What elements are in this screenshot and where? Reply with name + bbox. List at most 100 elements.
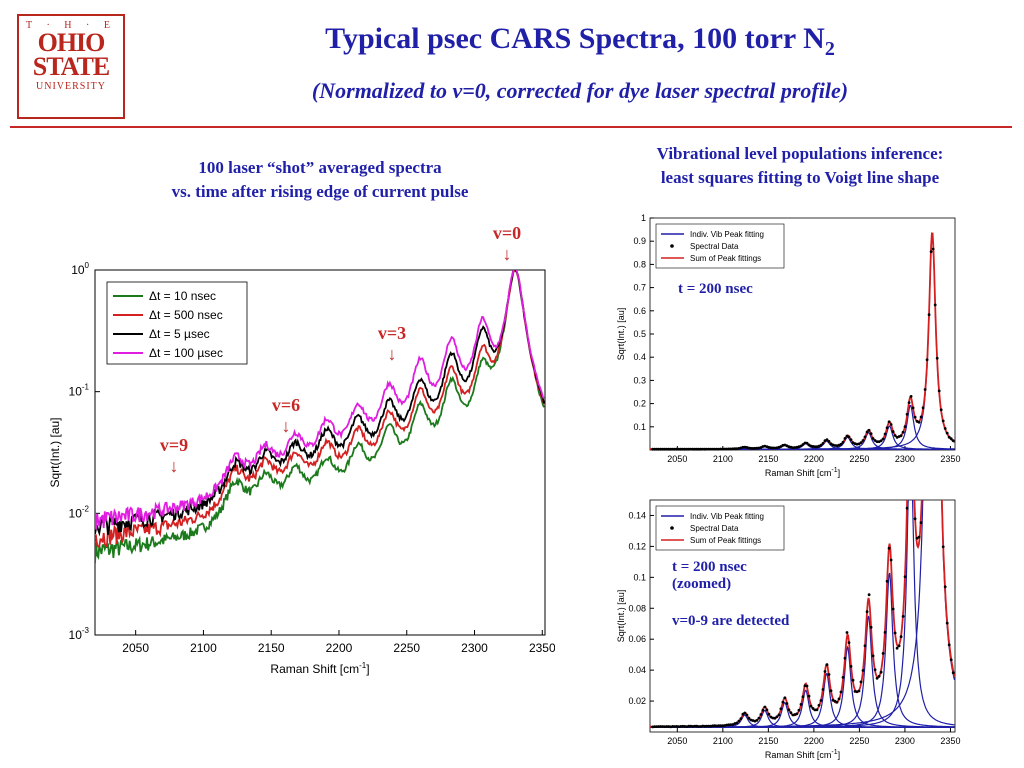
left-caption-line1: 100 laser “shot” averaged spectra (198, 158, 442, 177)
x-axis-label: Raman Shift [cm-1] (765, 749, 840, 760)
annotation-v6-label: v=6 (271, 395, 301, 415)
data-point (917, 535, 921, 539)
data-point (919, 415, 923, 419)
data-point (863, 435, 867, 439)
data-point (733, 447, 737, 451)
data-point (711, 724, 715, 728)
data-point (691, 447, 695, 451)
legend-label-3: Δt = 100 µsec (149, 346, 223, 360)
data-point (883, 432, 887, 436)
data-point (701, 447, 705, 451)
data-point (889, 423, 893, 426)
x-tick-label: 2350 (940, 736, 960, 746)
data-point (943, 585, 947, 589)
note-t200-zoomed-line2: (zoomed) (672, 576, 732, 592)
logo-the: T · H · E (26, 20, 116, 31)
data-point (899, 434, 903, 438)
data-point (683, 447, 687, 451)
y-tick-label: 10-3 (69, 626, 90, 642)
data-point (709, 447, 713, 451)
data-point (947, 643, 951, 647)
data-point (801, 443, 805, 446)
y-tick-label: 10-1 (69, 383, 90, 399)
data-point (761, 708, 765, 712)
data-point (717, 447, 721, 451)
data-point (719, 447, 723, 451)
data-point (951, 671, 955, 675)
data-point (697, 725, 701, 728)
data-point (923, 388, 927, 391)
data-point (661, 447, 665, 451)
annotation-v3-label: v=3 (377, 323, 407, 343)
y-tick-label: 0.1 (633, 422, 646, 432)
data-point (929, 250, 933, 253)
data-point (829, 689, 833, 693)
legend-swatch-1 (670, 526, 674, 530)
x-tick-label: 2100 (713, 736, 733, 746)
data-point (875, 676, 879, 680)
slide-title-subscript: 2 (824, 38, 835, 60)
data-point (895, 646, 899, 650)
y-tick-label: 10-2 (69, 504, 90, 520)
data-point (845, 631, 849, 634)
data-point (717, 724, 721, 728)
data-point (673, 447, 677, 451)
series-line-0 (95, 270, 545, 564)
data-point (881, 437, 885, 441)
data-point (851, 678, 855, 682)
data-point (713, 447, 717, 451)
data-point (671, 725, 675, 728)
data-point (875, 440, 879, 443)
y-tick-label: 0.4 (633, 352, 646, 362)
data-point (671, 447, 675, 451)
data-point (661, 725, 665, 728)
data-point (765, 708, 769, 712)
data-point (675, 447, 679, 451)
data-point (885, 579, 889, 583)
data-point (871, 654, 875, 658)
data-point (877, 674, 881, 678)
data-point (681, 724, 685, 728)
data-point (911, 406, 915, 410)
data-point (867, 593, 871, 597)
data-point (811, 707, 815, 710)
data-point (739, 717, 743, 720)
data-point (657, 447, 661, 451)
data-point (931, 247, 935, 251)
note-t200-zoomed-line1: t = 200 nsec (672, 559, 747, 575)
x-tick-label: 2250 (849, 454, 869, 464)
x-tick-label: 2250 (849, 736, 869, 746)
data-point (653, 447, 657, 451)
data-point (885, 426, 889, 430)
data-point (903, 425, 907, 428)
data-point (669, 447, 673, 451)
data-point (779, 707, 783, 711)
data-point (927, 313, 931, 317)
data-point (925, 358, 929, 362)
legend-label-2: Sum of Peak fittings (690, 536, 761, 545)
x-axis-label: Raman Shift [cm-1] (270, 661, 369, 676)
data-point (841, 676, 845, 679)
data-point (665, 447, 669, 451)
data-point (749, 446, 753, 450)
x-tick-label: 2200 (326, 641, 353, 655)
legend-label-0: Indiv. Vib Peak fitting (690, 230, 764, 239)
legend-label-0: Indiv. Vib Peak fitting (690, 512, 764, 521)
right-caption-line2: least squares fitting to Voigt line shap… (660, 168, 940, 187)
data-point (903, 575, 907, 579)
data-point (913, 415, 917, 419)
data-point (887, 546, 891, 550)
data-point (857, 689, 861, 693)
series-line-3 (95, 270, 545, 530)
cars-log-spectra-chart: 2050 2100 2150 2200 2250 2300 2350 10-3 10-2 10-1… (48, 261, 555, 676)
data-point (791, 446, 795, 449)
x-tick-label: 2250 (393, 641, 420, 655)
data-point (677, 447, 681, 451)
logo-state: STATE (32, 52, 110, 81)
data-point (687, 724, 691, 728)
y-tick-label: 0.8 (633, 259, 646, 269)
data-point (913, 517, 917, 521)
legend-swatch-1 (670, 244, 674, 248)
data-point (755, 719, 759, 722)
data-point (837, 697, 841, 701)
